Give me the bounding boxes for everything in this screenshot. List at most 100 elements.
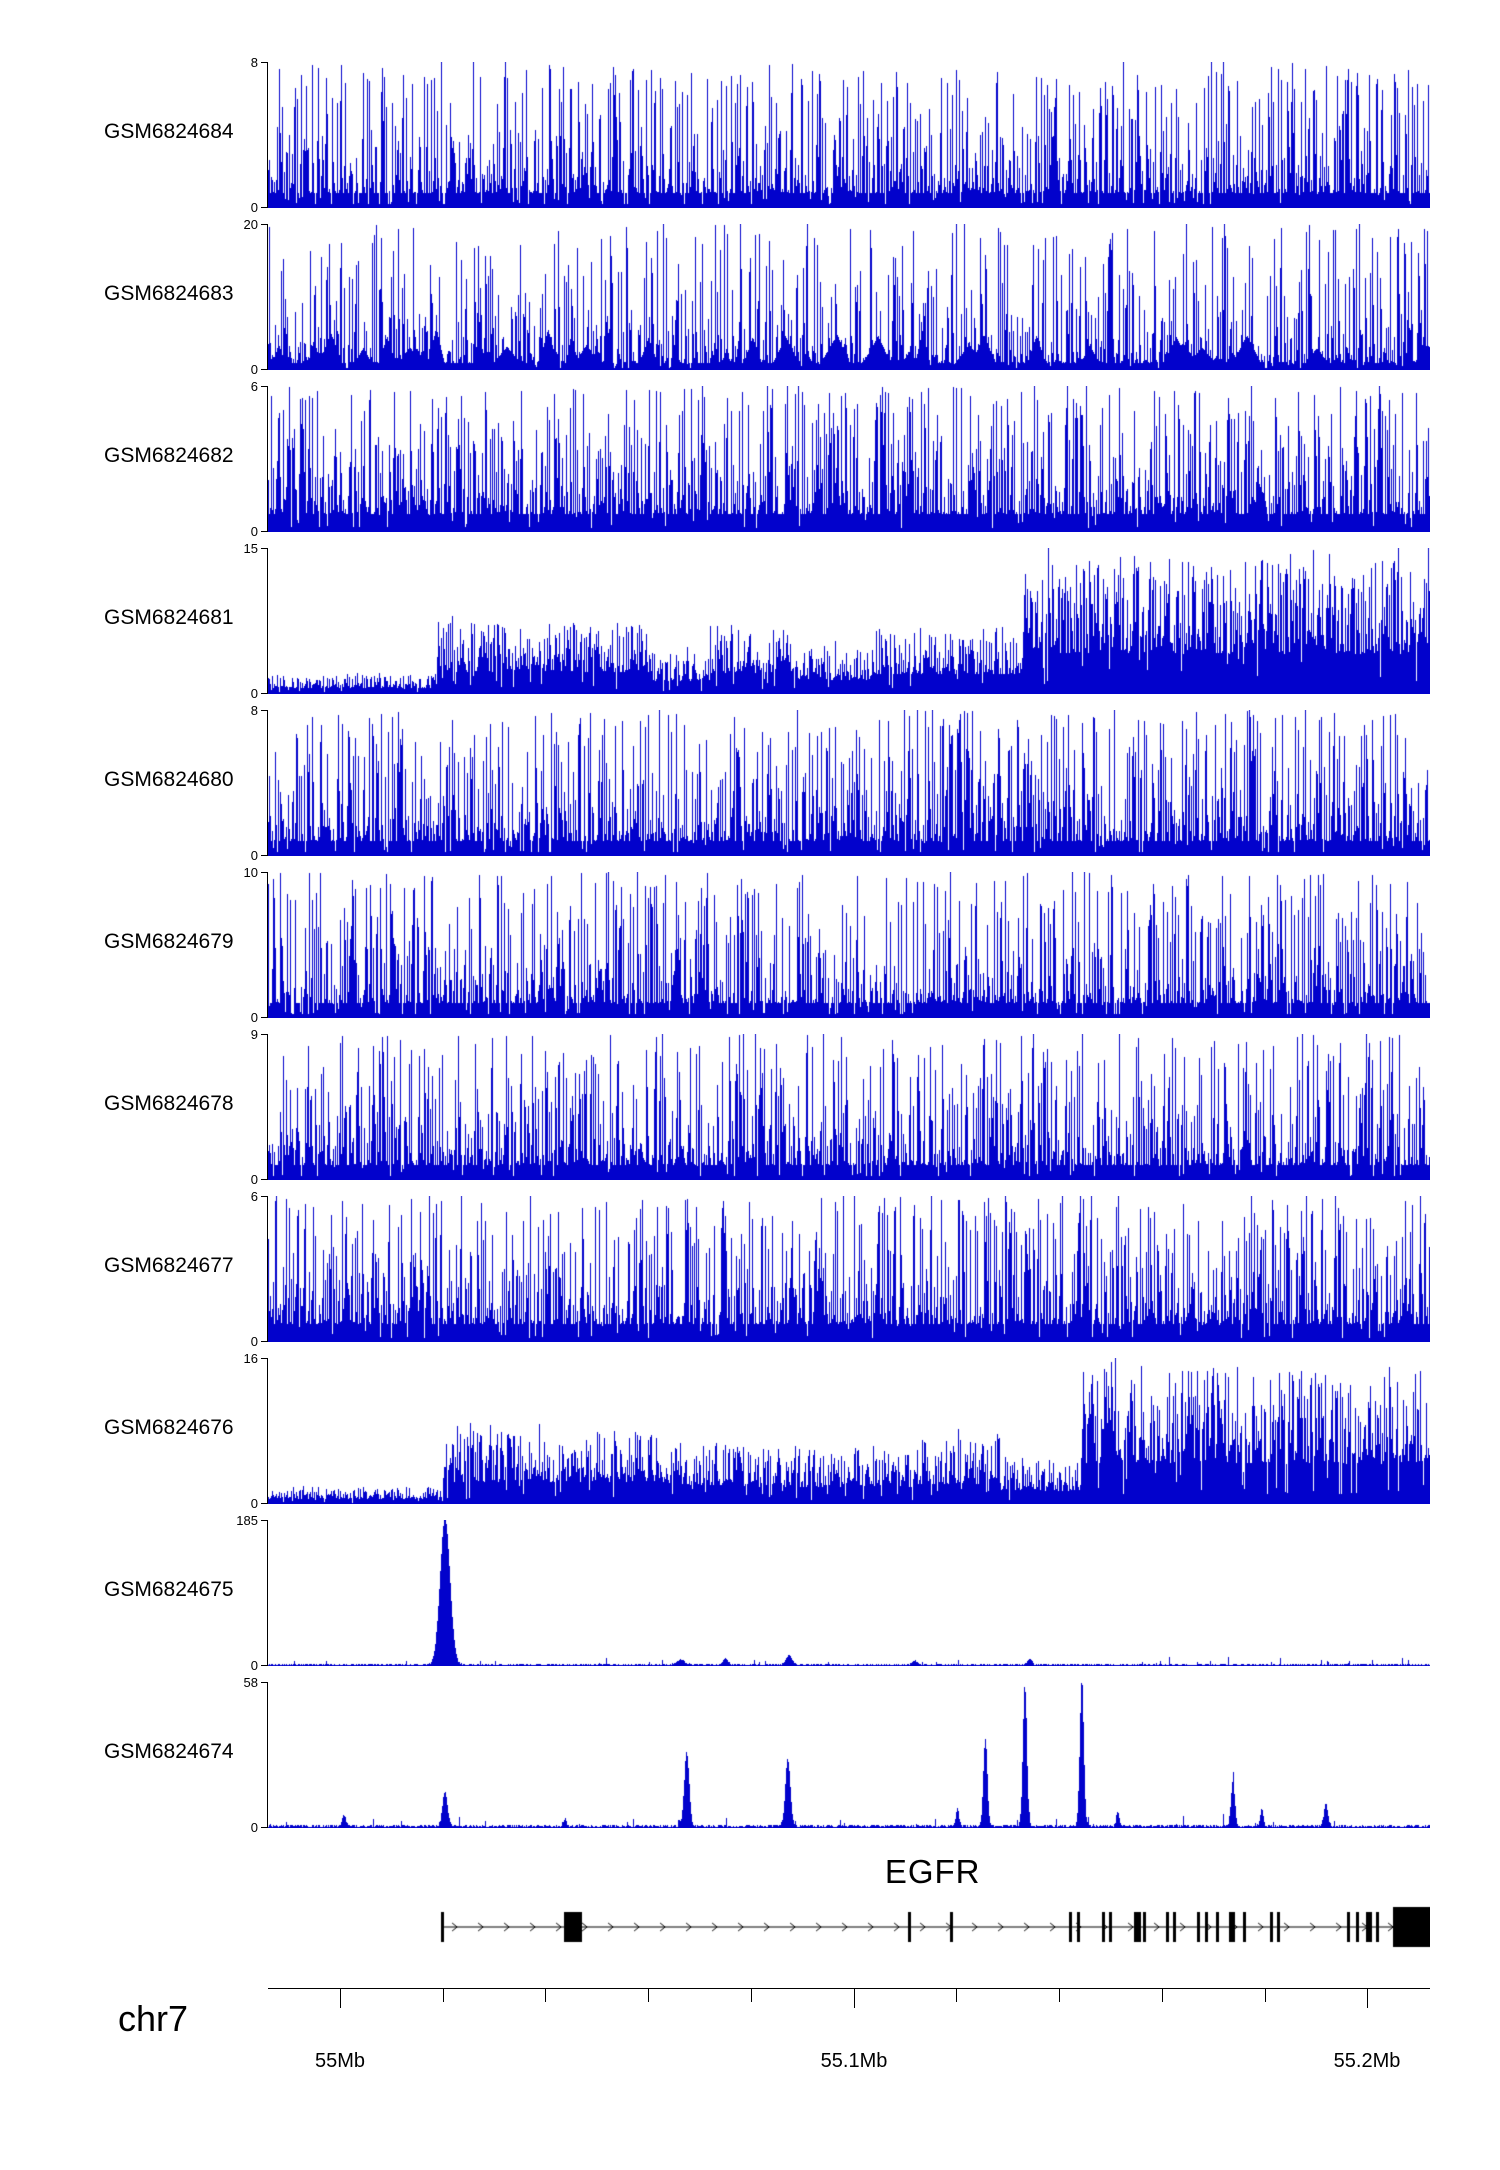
y-max-label: 10 xyxy=(243,865,258,880)
signal-plot: 15 0 xyxy=(244,541,1430,701)
y-axis-line xyxy=(267,710,268,856)
signal-canvas xyxy=(268,1196,1430,1342)
y-zero-tick xyxy=(261,1827,267,1828)
track-row: GSM6824674 58 0 xyxy=(0,1675,1500,1835)
y-max-label: 20 xyxy=(243,217,258,232)
y-max-label: 6 xyxy=(250,1189,258,1204)
y-zero-tick xyxy=(261,855,267,856)
track-row: GSM6824675 185 0 xyxy=(0,1513,1500,1673)
track-label: GSM6824683 xyxy=(104,282,234,305)
y-zero-label: 0 xyxy=(250,686,258,701)
y-zero-label: 0 xyxy=(250,1658,258,1673)
signal-canvas xyxy=(268,224,1430,370)
ruler-minor-tick xyxy=(443,1988,444,2002)
track-row: GSM6824681 15 0 xyxy=(0,541,1500,701)
signal-canvas xyxy=(268,1520,1430,1666)
track-label: GSM6824676 xyxy=(104,1416,234,1439)
y-zero-tick xyxy=(261,1341,267,1342)
y-zero-label: 0 xyxy=(250,1010,258,1025)
track-row: GSM6824678 9 0 xyxy=(0,1027,1500,1187)
y-zero-label: 0 xyxy=(250,1496,258,1511)
signal-plot: 58 0 xyxy=(244,1675,1430,1835)
ruler-minor-tick xyxy=(1162,1988,1163,2002)
signal-canvas xyxy=(268,62,1430,208)
y-axis-line xyxy=(267,548,268,694)
signal-canvas xyxy=(268,1034,1430,1180)
signal-canvas xyxy=(268,386,1430,532)
y-max-tick xyxy=(261,1034,267,1035)
signal-plot: 16 0 xyxy=(244,1351,1430,1511)
y-axis-line xyxy=(267,872,268,1018)
ruler-label: 55Mb xyxy=(314,2050,366,2072)
y-max-label: 58 xyxy=(243,1675,258,1690)
track-label: GSM6824674 xyxy=(104,1740,234,1763)
y-max-tick xyxy=(261,548,267,549)
y-zero-tick xyxy=(261,531,267,532)
gene-model xyxy=(268,1903,1430,1951)
y-zero-tick xyxy=(261,1179,267,1180)
y-max-tick xyxy=(261,1520,267,1521)
y-axis-line xyxy=(267,1682,268,1828)
y-axis-line xyxy=(267,386,268,532)
ruler-major-tick xyxy=(340,1988,341,2008)
track-label: GSM6824684 xyxy=(104,120,234,143)
y-max-label: 15 xyxy=(243,541,258,556)
signal-plot: 185 0 xyxy=(236,1513,1430,1673)
gene-name-label: EGFR xyxy=(884,1853,981,1890)
y-max-tick xyxy=(261,872,267,873)
y-zero-tick xyxy=(261,207,267,208)
track-row: GSM6824683 20 0 xyxy=(0,217,1500,377)
y-zero-label: 0 xyxy=(250,848,258,863)
ruler-minor-tick xyxy=(1059,1988,1060,2002)
y-zero-tick xyxy=(261,1503,267,1504)
signal-plot: 10 0 xyxy=(244,865,1430,1025)
y-axis-line xyxy=(267,62,268,208)
track-label: GSM6824680 xyxy=(104,768,234,791)
y-zero-tick xyxy=(261,693,267,694)
y-zero-label: 0 xyxy=(250,524,258,539)
signal-plot: 20 0 xyxy=(244,217,1430,377)
track-row: GSM6824684 8 0 xyxy=(0,55,1500,215)
y-zero-tick xyxy=(261,1665,267,1666)
ruler-minor-tick xyxy=(751,1988,752,2002)
track-row: GSM6824677 6 0 xyxy=(0,1189,1500,1349)
y-zero-label: 0 xyxy=(250,1172,258,1187)
y-zero-tick xyxy=(261,1017,267,1018)
signal-canvas xyxy=(268,548,1430,694)
y-max-label: 9 xyxy=(250,1027,258,1042)
y-axis-line xyxy=(267,1196,268,1342)
track-row: GSM6824679 10 0 xyxy=(0,865,1500,1025)
y-max-tick xyxy=(261,386,267,387)
y-axis-line xyxy=(267,224,268,370)
track-label: GSM6824678 xyxy=(104,1092,234,1115)
signal-canvas xyxy=(268,710,1430,856)
y-zero-tick xyxy=(261,369,267,370)
ruler-minor-tick xyxy=(956,1988,957,2002)
y-axis-line xyxy=(267,1034,268,1180)
y-axis-line xyxy=(267,1520,268,1666)
y-max-tick xyxy=(261,224,267,225)
track-label: GSM6824677 xyxy=(104,1254,234,1277)
track-row: GSM6824676 16 0 xyxy=(0,1351,1500,1511)
y-max-label: 6 xyxy=(250,379,258,394)
ruler-minor-tick xyxy=(545,1988,546,2002)
y-zero-label: 0 xyxy=(250,1820,258,1835)
track-label: GSM6824675 xyxy=(104,1578,234,1601)
ruler-axis-line xyxy=(268,1988,1430,1989)
y-max-tick xyxy=(261,1358,267,1359)
y-zero-label: 0 xyxy=(250,200,258,215)
track-row: GSM6824682 6 0 xyxy=(0,379,1500,539)
y-max-label: 8 xyxy=(250,55,258,70)
chromosome-label: chr7 xyxy=(118,1998,189,2039)
ruler-minor-tick xyxy=(1265,1988,1266,2002)
signal-canvas xyxy=(268,872,1430,1018)
y-max-label: 16 xyxy=(243,1351,258,1366)
y-max-label: 185 xyxy=(236,1513,258,1528)
y-axis-line xyxy=(267,1358,268,1504)
